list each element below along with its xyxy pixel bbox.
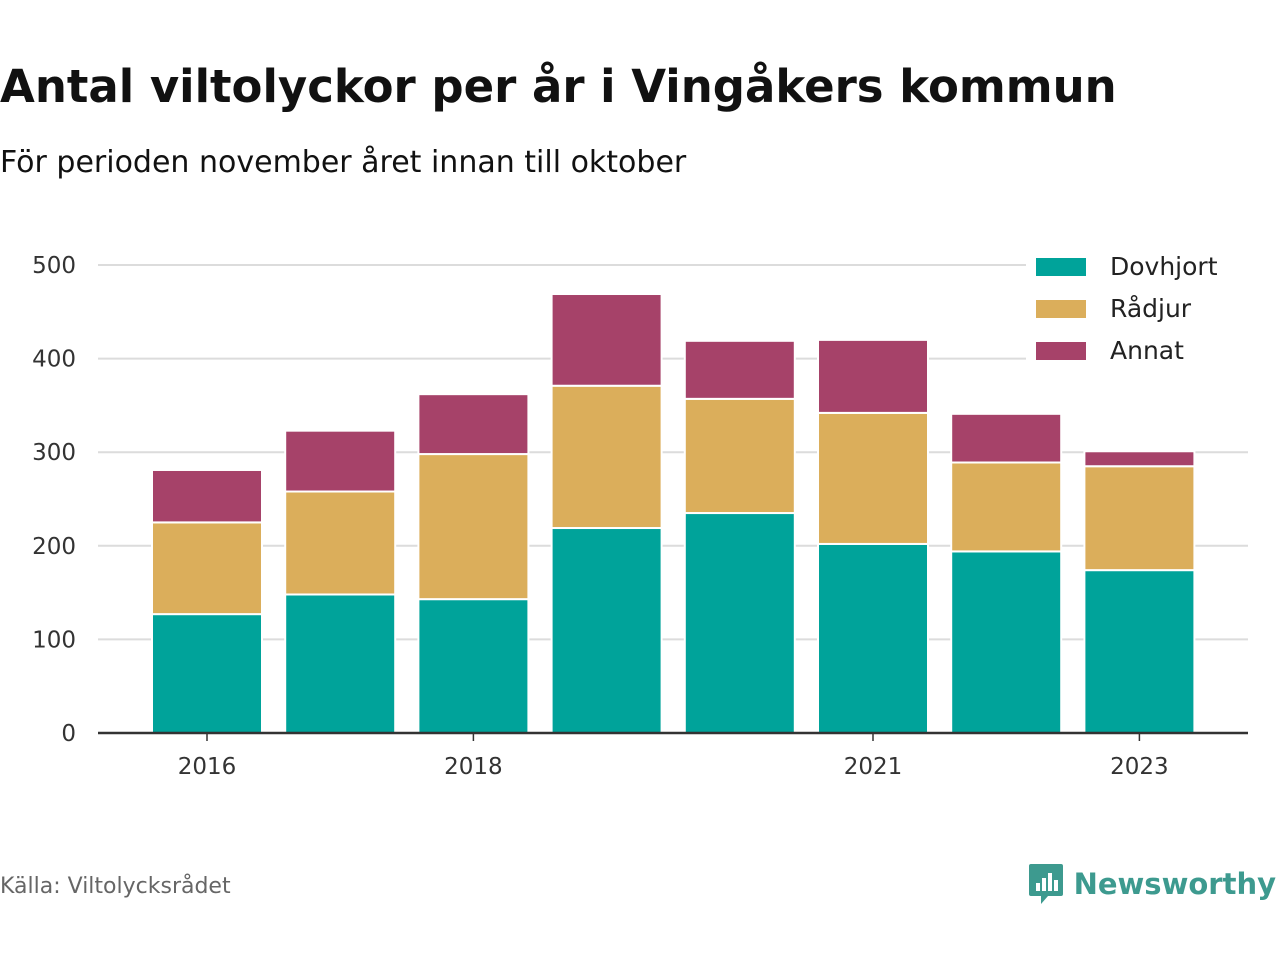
x-tick-label-2023: 2023: [1110, 754, 1169, 780]
chart-subtitle: För perioden november året innan till ok…: [0, 145, 687, 180]
y-tick-label-400: 400: [32, 347, 76, 373]
legend-label-dovhjort: Dovhjort: [1110, 252, 1218, 281]
bar-2016-dovhjort: [151, 613, 263, 734]
y-tick-label-300: 300: [32, 440, 76, 466]
bar-2023-rådjur: [1083, 465, 1196, 572]
bar-2019-dovhjort: [550, 527, 663, 734]
bar-2018-annat: [417, 393, 530, 456]
y-tick-label-200: 200: [32, 534, 76, 560]
y-tick-label-100: 100: [32, 627, 76, 653]
y-tick-label-0: 0: [61, 721, 76, 747]
bar-2020-rådjur: [683, 397, 796, 515]
brand-name: Newsworthy: [1073, 867, 1276, 901]
bar-2017-dovhjort: [284, 593, 397, 734]
bar-2017-rådjur: [284, 490, 397, 596]
bar-2017-annat: [284, 429, 397, 493]
bar-2016-annat: [151, 468, 263, 524]
bar-2022-dovhjort: [950, 550, 1063, 735]
bar-2016-rådjur: [151, 521, 263, 616]
legend-swatch-rådjur: [1036, 300, 1086, 318]
stacked-bar-chart: 0 100 200 300 400 500 2016 2018 2021 2023 Dovhjort…: [32, 252, 1248, 780]
bar-2019-annat: [550, 293, 663, 387]
legend-swatch-dovhjort: [1036, 258, 1086, 276]
legend-label-annat: Annat: [1110, 336, 1184, 365]
bar-2018-rådjur: [417, 453, 530, 601]
bar-2021-dovhjort: [817, 542, 929, 734]
bar-2022-rådjur: [950, 461, 1063, 553]
y-tick-label-500: 500: [32, 253, 76, 279]
brand-logo: Newsworthy: [1028, 862, 1276, 906]
bar-2019-rådjur: [550, 384, 663, 530]
chart-title: Antal viltolyckor per år i Vingåkers kom…: [0, 60, 1117, 113]
source-note: Källa: Viltolycksrådet: [0, 874, 231, 899]
bar-2020-dovhjort: [683, 512, 796, 734]
bar-2021-annat: [817, 338, 929, 414]
bar-2023-annat: [1083, 450, 1196, 468]
bar-2023-dovhjort: [1083, 569, 1196, 734]
bar-2020-annat: [683, 339, 796, 400]
x-tick-label-2016: 2016: [178, 754, 237, 780]
newsworthy-logo-icon: [1028, 864, 1063, 904]
x-tick-label-2021: 2021: [844, 754, 903, 780]
legend-swatch-annat: [1036, 342, 1086, 360]
bar-2022-annat: [950, 412, 1063, 464]
bar-2021-rådjur: [817, 411, 929, 545]
x-tick-label-2018: 2018: [444, 754, 503, 780]
legend-label-rådjur: Rådjur: [1110, 294, 1192, 323]
bar-2018-dovhjort: [417, 598, 530, 734]
